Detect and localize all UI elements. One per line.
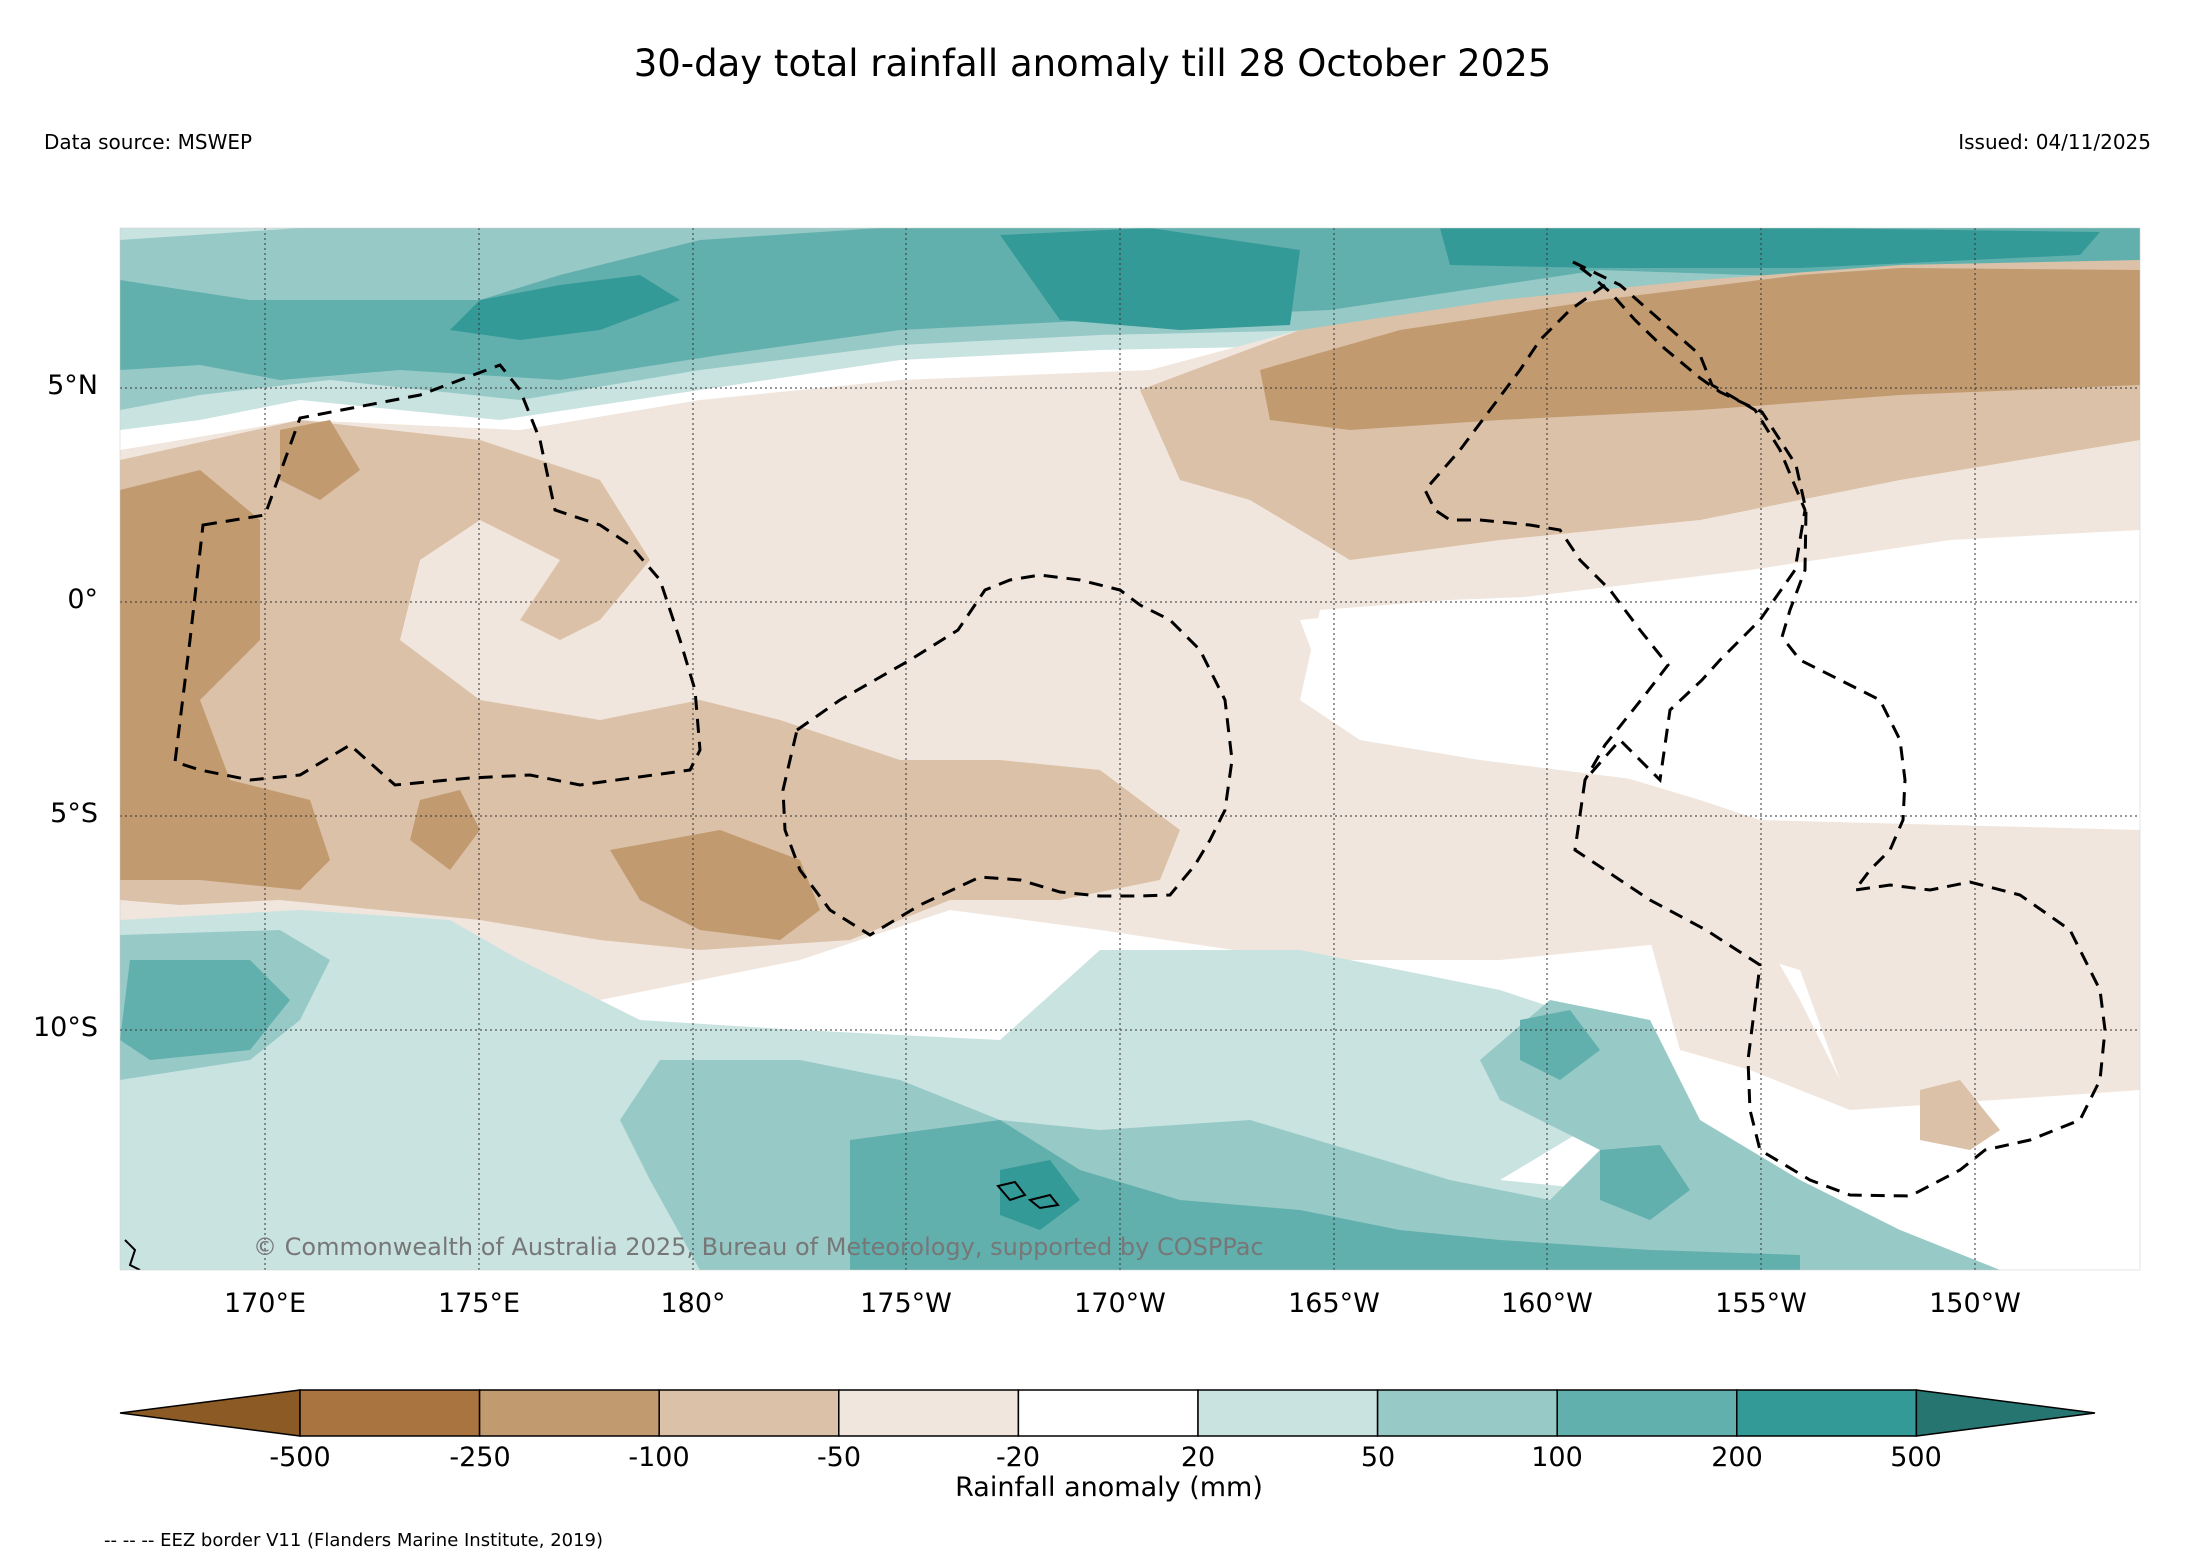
islands xyxy=(124,1180,1060,1270)
copyright-notice: © Commonwealth of Australia 2025, Bureau… xyxy=(253,1233,1264,1261)
lon-label-150w: 150°W xyxy=(1929,1288,2021,1319)
north-wet-core-east xyxy=(1440,228,2100,268)
colorbar-segment xyxy=(1197,1389,1379,1437)
lon-label-155w: 155°W xyxy=(1715,1288,1807,1319)
colorbar-extend-high xyxy=(1915,1389,2096,1437)
lat-label-0: 0° xyxy=(67,584,98,615)
map-frame xyxy=(119,227,2141,1271)
island-fiji-edge xyxy=(124,1239,141,1270)
colorbar-segment xyxy=(1376,1389,1558,1437)
eez-legend-note: -- -- -- EEZ border V11 (Flanders Marine… xyxy=(104,1530,604,1551)
eez-border-line-islands xyxy=(1572,260,2107,1198)
lat-label-10s: 10°S xyxy=(33,1012,98,1043)
island-samoa-2 xyxy=(1027,1193,1060,1210)
colorbar-segment xyxy=(1556,1389,1738,1437)
map-title: 30-day total rainfall anomaly till 28 Oc… xyxy=(633,42,1552,85)
lon-label-160w: 160°W xyxy=(1501,1288,1593,1319)
colorbar-tick-label: -100 xyxy=(628,1442,690,1473)
south-wet-band-light xyxy=(120,910,2000,1270)
lon-label-170e: 170°E xyxy=(223,1288,307,1319)
lon-label-180: 180° xyxy=(660,1288,726,1319)
colorbar-tick-label: 100 xyxy=(1531,1442,1583,1473)
lon-label-175e: 175°E xyxy=(437,1288,521,1319)
colorbar xyxy=(119,1389,2096,1437)
graticule xyxy=(120,228,2140,1270)
colorbar-extend-low xyxy=(119,1389,301,1437)
lon-label-175w: 175°W xyxy=(860,1288,952,1319)
lat-label-5n: 5°N xyxy=(47,370,98,401)
island-samoa-1 xyxy=(996,1180,1027,1202)
colorbar-segment xyxy=(838,1389,1020,1437)
colorbar-segment xyxy=(299,1389,481,1437)
colorbar-tick-label: 200 xyxy=(1711,1442,1763,1473)
north-dry-strong xyxy=(1260,268,2140,430)
south-wet-band-strong xyxy=(120,960,290,1060)
eez-border-kiribati-gilbert xyxy=(173,363,702,787)
west-dry-strong-patch xyxy=(280,420,360,500)
west-dry-strong xyxy=(120,470,330,890)
north-wet-band-very-strong xyxy=(1000,228,1300,330)
north-wet-patch-west xyxy=(450,275,680,340)
colorbar-segment xyxy=(1736,1389,1918,1437)
equatorial-dry-moderate xyxy=(120,420,1180,950)
colorbar-tick-label: -500 xyxy=(269,1442,331,1473)
central-dry-strong-2 xyxy=(410,790,480,870)
lon-label-170w: 170°W xyxy=(1074,1288,1166,1319)
east-dry-patch xyxy=(1650,930,2140,1110)
rainfall-anomaly-field xyxy=(120,228,2140,1270)
colorbar-tick-label: 20 xyxy=(1180,1442,1216,1473)
issued-date-label: Issued: 04/11/2025 xyxy=(1958,130,2151,154)
eez-border-phoenix xyxy=(781,573,1234,937)
lon-label-165w: 165°W xyxy=(1288,1288,1380,1319)
central-dry-strong xyxy=(610,830,820,940)
south-wet-very-strong xyxy=(1000,1160,1080,1230)
eez-borders xyxy=(173,260,2107,1198)
colorbar-tick-label: -250 xyxy=(449,1442,511,1473)
colorbar-tick-label: 500 xyxy=(1890,1442,1942,1473)
south-wet-band-strong-2 xyxy=(850,1120,1800,1270)
eez-border-line-north xyxy=(1423,283,1670,781)
south-wet-band-strong-4 xyxy=(1600,1145,1690,1220)
colorbar-segment xyxy=(1017,1389,1199,1437)
colorbar-segment xyxy=(658,1389,840,1437)
colorbar-segment xyxy=(478,1389,660,1437)
south-wet-band-strong-3 xyxy=(1520,1010,1600,1080)
lat-label-5s: 5°S xyxy=(50,798,98,829)
colorbar-tick-label: 50 xyxy=(1360,1442,1396,1473)
colorbar-title: Rainfall anomaly (mm) xyxy=(955,1472,1263,1503)
colorbar-tick-label: -50 xyxy=(816,1442,862,1473)
data-source-label: Data source: MSWEP xyxy=(44,130,253,154)
colorbar-tick-label: -20 xyxy=(995,1442,1041,1473)
east-dry-moderate-patch xyxy=(1920,1080,2000,1150)
